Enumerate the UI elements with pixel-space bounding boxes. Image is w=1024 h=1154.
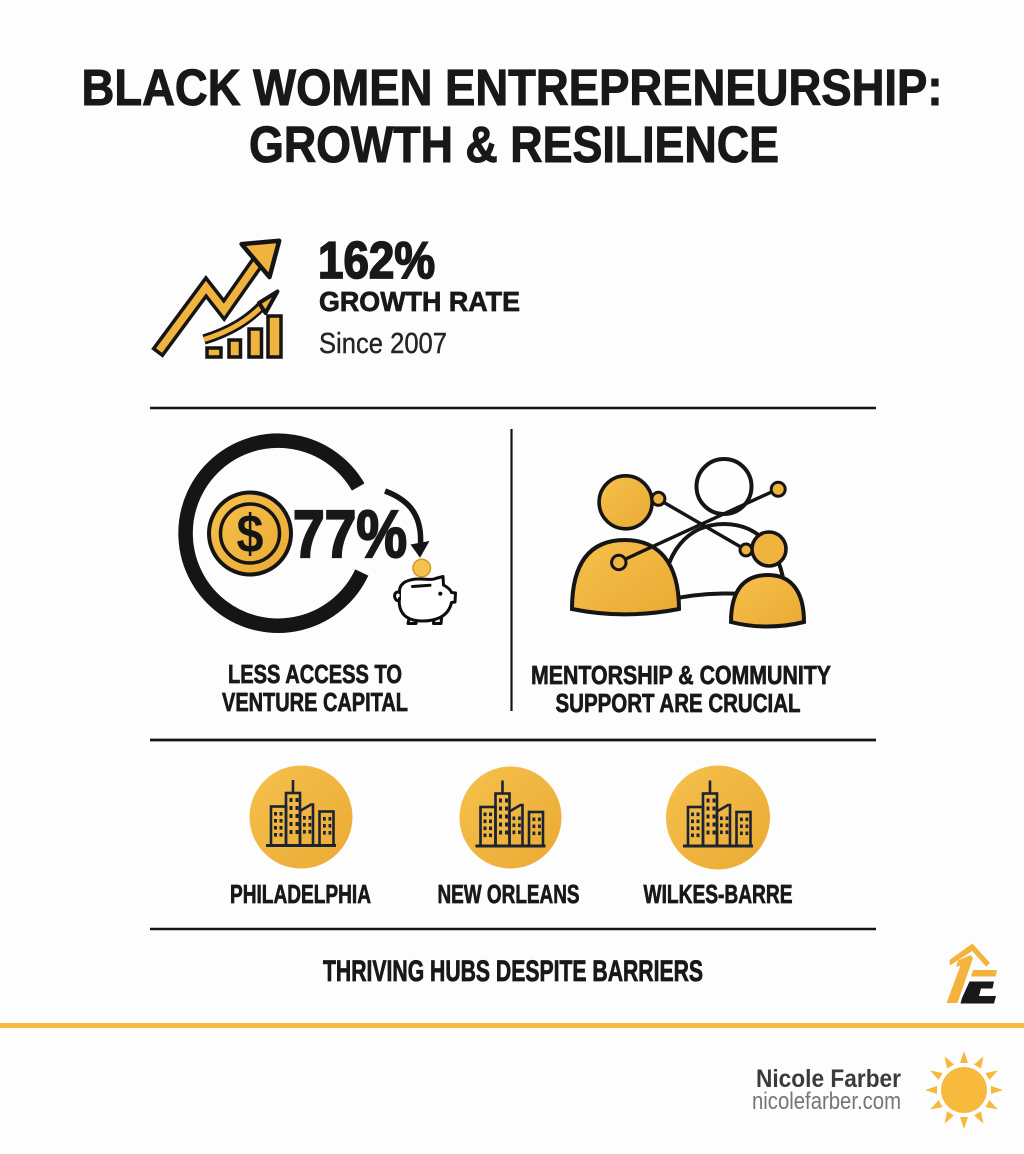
svg-text:PHILADELPHIA: PHILADELPHIA — [230, 881, 371, 909]
svg-text:VENTURE CAPITAL: VENTURE CAPITAL — [222, 689, 408, 717]
svg-text:77%: 77% — [293, 497, 407, 572]
svg-text:BLACK WOMEN ENTREPRENEURSHIP:: BLACK WOMEN ENTREPRENEURSHIP: — [82, 59, 943, 116]
svg-text:LESS ACCESS TO: LESS ACCESS TO — [228, 661, 402, 689]
svg-text:SUPPORT ARE CRUCIAL: SUPPORT ARE CRUCIAL — [556, 690, 801, 718]
svg-text:GROWTH RATE: GROWTH RATE — [319, 286, 520, 317]
svg-text:162%: 162% — [318, 232, 435, 290]
svg-text:MENTORSHIP & COMMUNITY: MENTORSHIP & COMMUNITY — [531, 662, 831, 690]
svg-text:Since 2007: Since 2007 — [319, 328, 447, 360]
svg-text:Nicole Farber: Nicole Farber — [756, 1065, 901, 1093]
svg-text:NEW ORLEANS: NEW ORLEANS — [438, 881, 580, 909]
svg-text:GROWTH & RESILIENCE: GROWTH & RESILIENCE — [249, 116, 779, 173]
svg-text:THRIVING HUBS DESPITE BARRIERS: THRIVING HUBS DESPITE BARRIERS — [323, 955, 703, 988]
svg-text:nicolefarber.com: nicolefarber.com — [752, 1088, 901, 1115]
svg-text:$: $ — [237, 504, 264, 564]
svg-text:WILKES-BARRE: WILKES-BARRE — [644, 881, 793, 909]
